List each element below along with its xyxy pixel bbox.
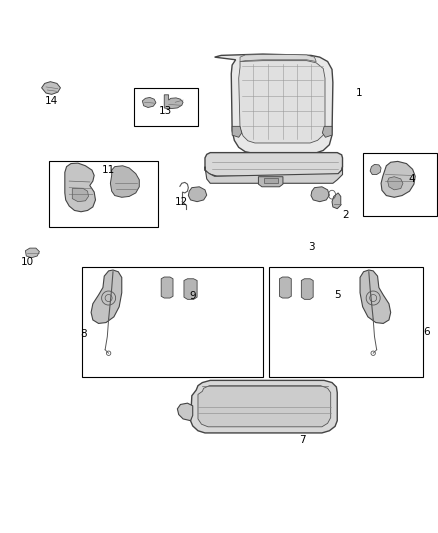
Polygon shape: [72, 189, 88, 201]
Text: 7: 7: [299, 434, 306, 445]
Polygon shape: [177, 403, 193, 421]
Text: 6: 6: [424, 327, 431, 337]
Polygon shape: [215, 54, 333, 154]
Polygon shape: [240, 54, 316, 61]
Polygon shape: [184, 279, 197, 300]
Polygon shape: [42, 82, 60, 94]
Polygon shape: [279, 277, 291, 298]
Polygon shape: [258, 177, 283, 187]
Bar: [363, 154, 437, 216]
Text: 14: 14: [45, 96, 58, 106]
Text: 11: 11: [102, 165, 115, 175]
Polygon shape: [264, 177, 278, 183]
Polygon shape: [287, 154, 298, 164]
Polygon shape: [232, 126, 242, 138]
Polygon shape: [360, 270, 391, 324]
Bar: [134, 88, 198, 126]
Polygon shape: [164, 95, 183, 109]
Polygon shape: [381, 161, 415, 197]
Text: 2: 2: [343, 210, 350, 220]
Text: 3: 3: [307, 242, 314, 252]
Polygon shape: [65, 163, 95, 212]
Bar: [49, 161, 158, 227]
Polygon shape: [91, 270, 122, 324]
Polygon shape: [110, 166, 139, 197]
Text: 13: 13: [159, 106, 172, 116]
Polygon shape: [248, 154, 258, 164]
Polygon shape: [322, 126, 332, 138]
Polygon shape: [191, 381, 337, 433]
Polygon shape: [142, 98, 156, 108]
Text: 12: 12: [175, 197, 188, 207]
Polygon shape: [205, 167, 343, 183]
Polygon shape: [239, 61, 325, 143]
Polygon shape: [205, 152, 343, 176]
Bar: [269, 268, 423, 377]
Text: 10: 10: [21, 257, 34, 267]
Polygon shape: [311, 187, 329, 201]
Polygon shape: [161, 277, 173, 298]
Polygon shape: [370, 165, 381, 174]
Text: 9: 9: [189, 291, 196, 301]
Text: 1: 1: [356, 88, 363, 99]
Text: 8: 8: [80, 329, 87, 340]
Polygon shape: [332, 193, 341, 209]
Polygon shape: [188, 187, 207, 201]
Bar: [82, 268, 263, 377]
Text: 5: 5: [334, 290, 341, 300]
Polygon shape: [198, 386, 331, 427]
Polygon shape: [388, 177, 403, 190]
Polygon shape: [301, 279, 313, 300]
Text: 4: 4: [408, 174, 415, 184]
Polygon shape: [25, 248, 39, 258]
